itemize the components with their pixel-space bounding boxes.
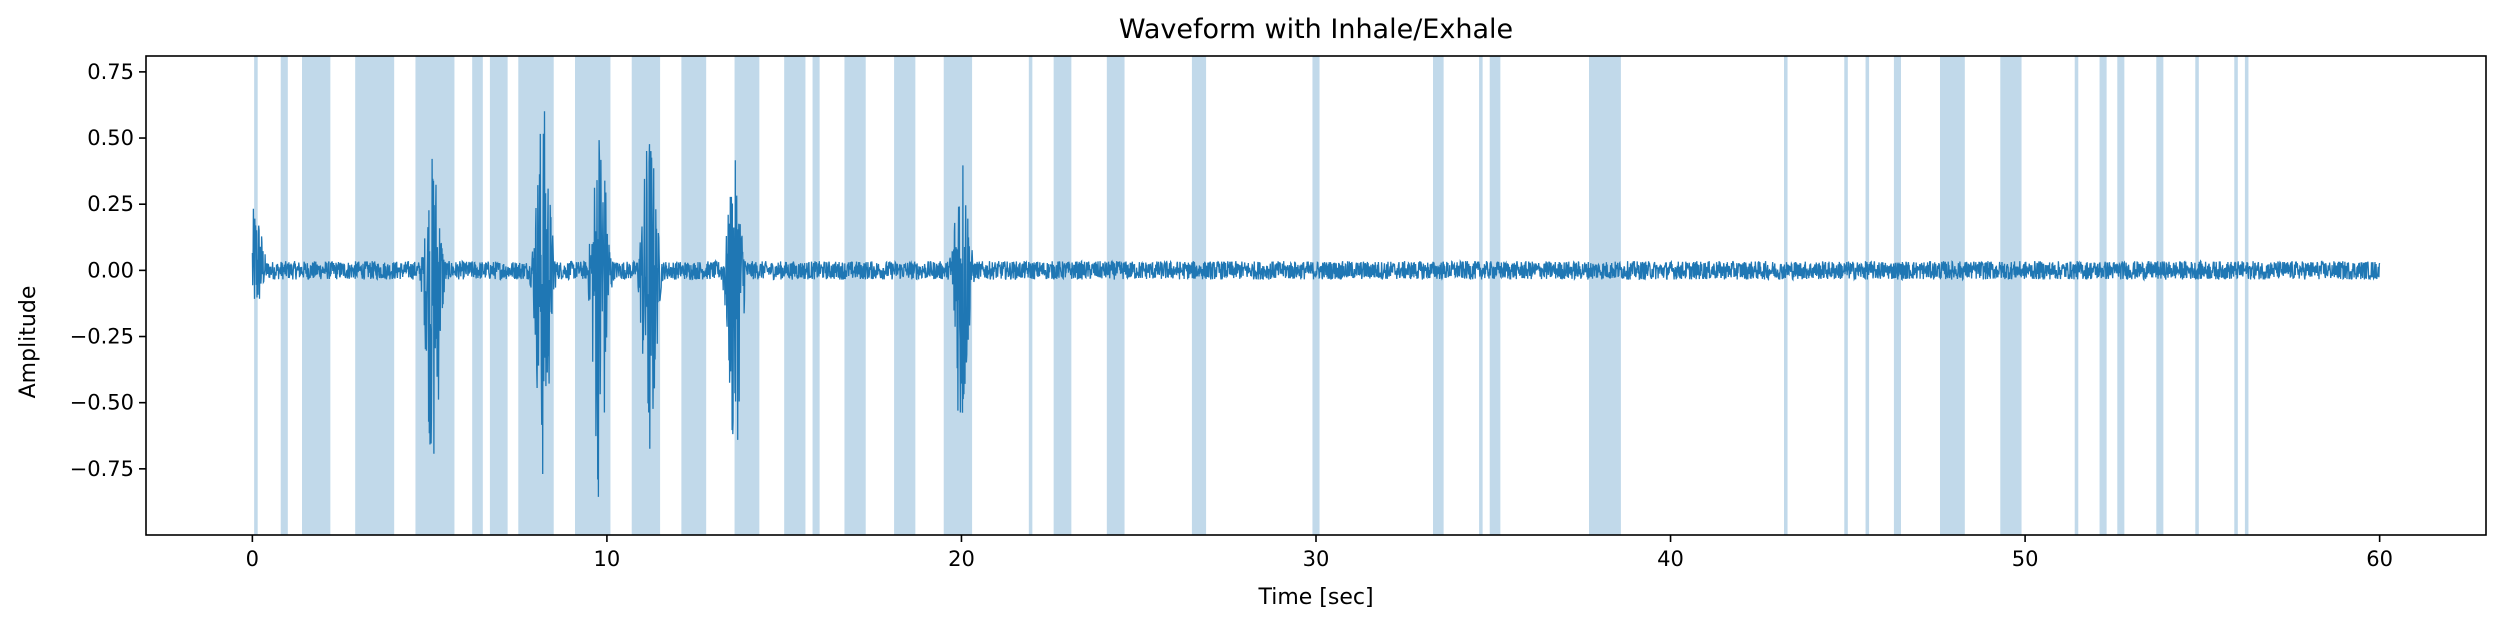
region-span-0 [254, 56, 258, 535]
region-span-21 [1312, 56, 1320, 535]
region-span-5 [472, 56, 483, 535]
region-span-15 [894, 56, 916, 535]
region-span-18 [1053, 56, 1072, 535]
x-tick-label-4: 40 [1657, 547, 1684, 571]
chart-title: Waveform with Inhale/Exhale [1119, 14, 1513, 45]
x-tick-label-1: 10 [594, 547, 621, 571]
axes: 0 10 20 30 40 50 60 0.75 0.50 0.25 0.00 −0.25 −0.50 −… [70, 55, 2487, 571]
region-span-31 [2000, 56, 2022, 535]
region-span-10 [681, 56, 707, 535]
region-span-24 [1489, 56, 1501, 535]
region-span-38 [2244, 56, 2249, 535]
region-span-37 [2234, 56, 2238, 535]
y-tick-label-6: −0.75 [70, 457, 134, 481]
region-span-25 [1589, 56, 1621, 535]
region-span-26 [1784, 56, 1788, 535]
region-span-35 [2156, 56, 2164, 535]
region-span-1 [280, 56, 288, 535]
x-tick-label-3: 30 [1303, 547, 1330, 571]
x-axis-label: Time [sec] [1257, 585, 1373, 610]
region-span-27 [1844, 56, 1848, 535]
region-span-17 [1028, 56, 1033, 535]
region-span-20 [1191, 56, 1207, 535]
y-axis-label: Amplitude [16, 286, 41, 399]
region-span-14 [844, 56, 866, 535]
waveform-line [251, 111, 2381, 497]
region-span-29 [1893, 56, 1901, 535]
region-span-12 [784, 56, 806, 535]
region-span-34 [2117, 56, 2125, 535]
x-tick-label-0: 0 [246, 547, 259, 571]
region-span-32 [2074, 56, 2079, 535]
y-tick-label-0: 0.75 [87, 60, 134, 84]
region-span-22 [1433, 56, 1444, 535]
region-span-30 [1940, 56, 1965, 535]
y-tick-label-5: −0.50 [70, 391, 134, 415]
region-span-36 [2195, 56, 2199, 535]
x-tick-label-6: 60 [2366, 547, 2393, 571]
y-tick-label-3: 0.00 [87, 258, 134, 282]
region-span-13 [812, 56, 820, 535]
waveform-series [251, 111, 2381, 497]
region-span-6 [489, 56, 508, 535]
region-span-2 [302, 56, 331, 535]
y-tick-label-1: 0.50 [87, 126, 134, 150]
y-tick-label-2: 0.25 [87, 192, 134, 216]
x-tick-label-5: 50 [2012, 547, 2039, 571]
x-tick-label-2: 20 [948, 547, 975, 571]
region-span-3 [355, 56, 395, 535]
region-span-19 [1106, 56, 1125, 535]
region-span-28 [1865, 56, 1870, 535]
region-span-23 [1479, 56, 1483, 535]
y-tick-label-4: −0.25 [70, 325, 134, 349]
region-span-33 [2099, 56, 2107, 535]
